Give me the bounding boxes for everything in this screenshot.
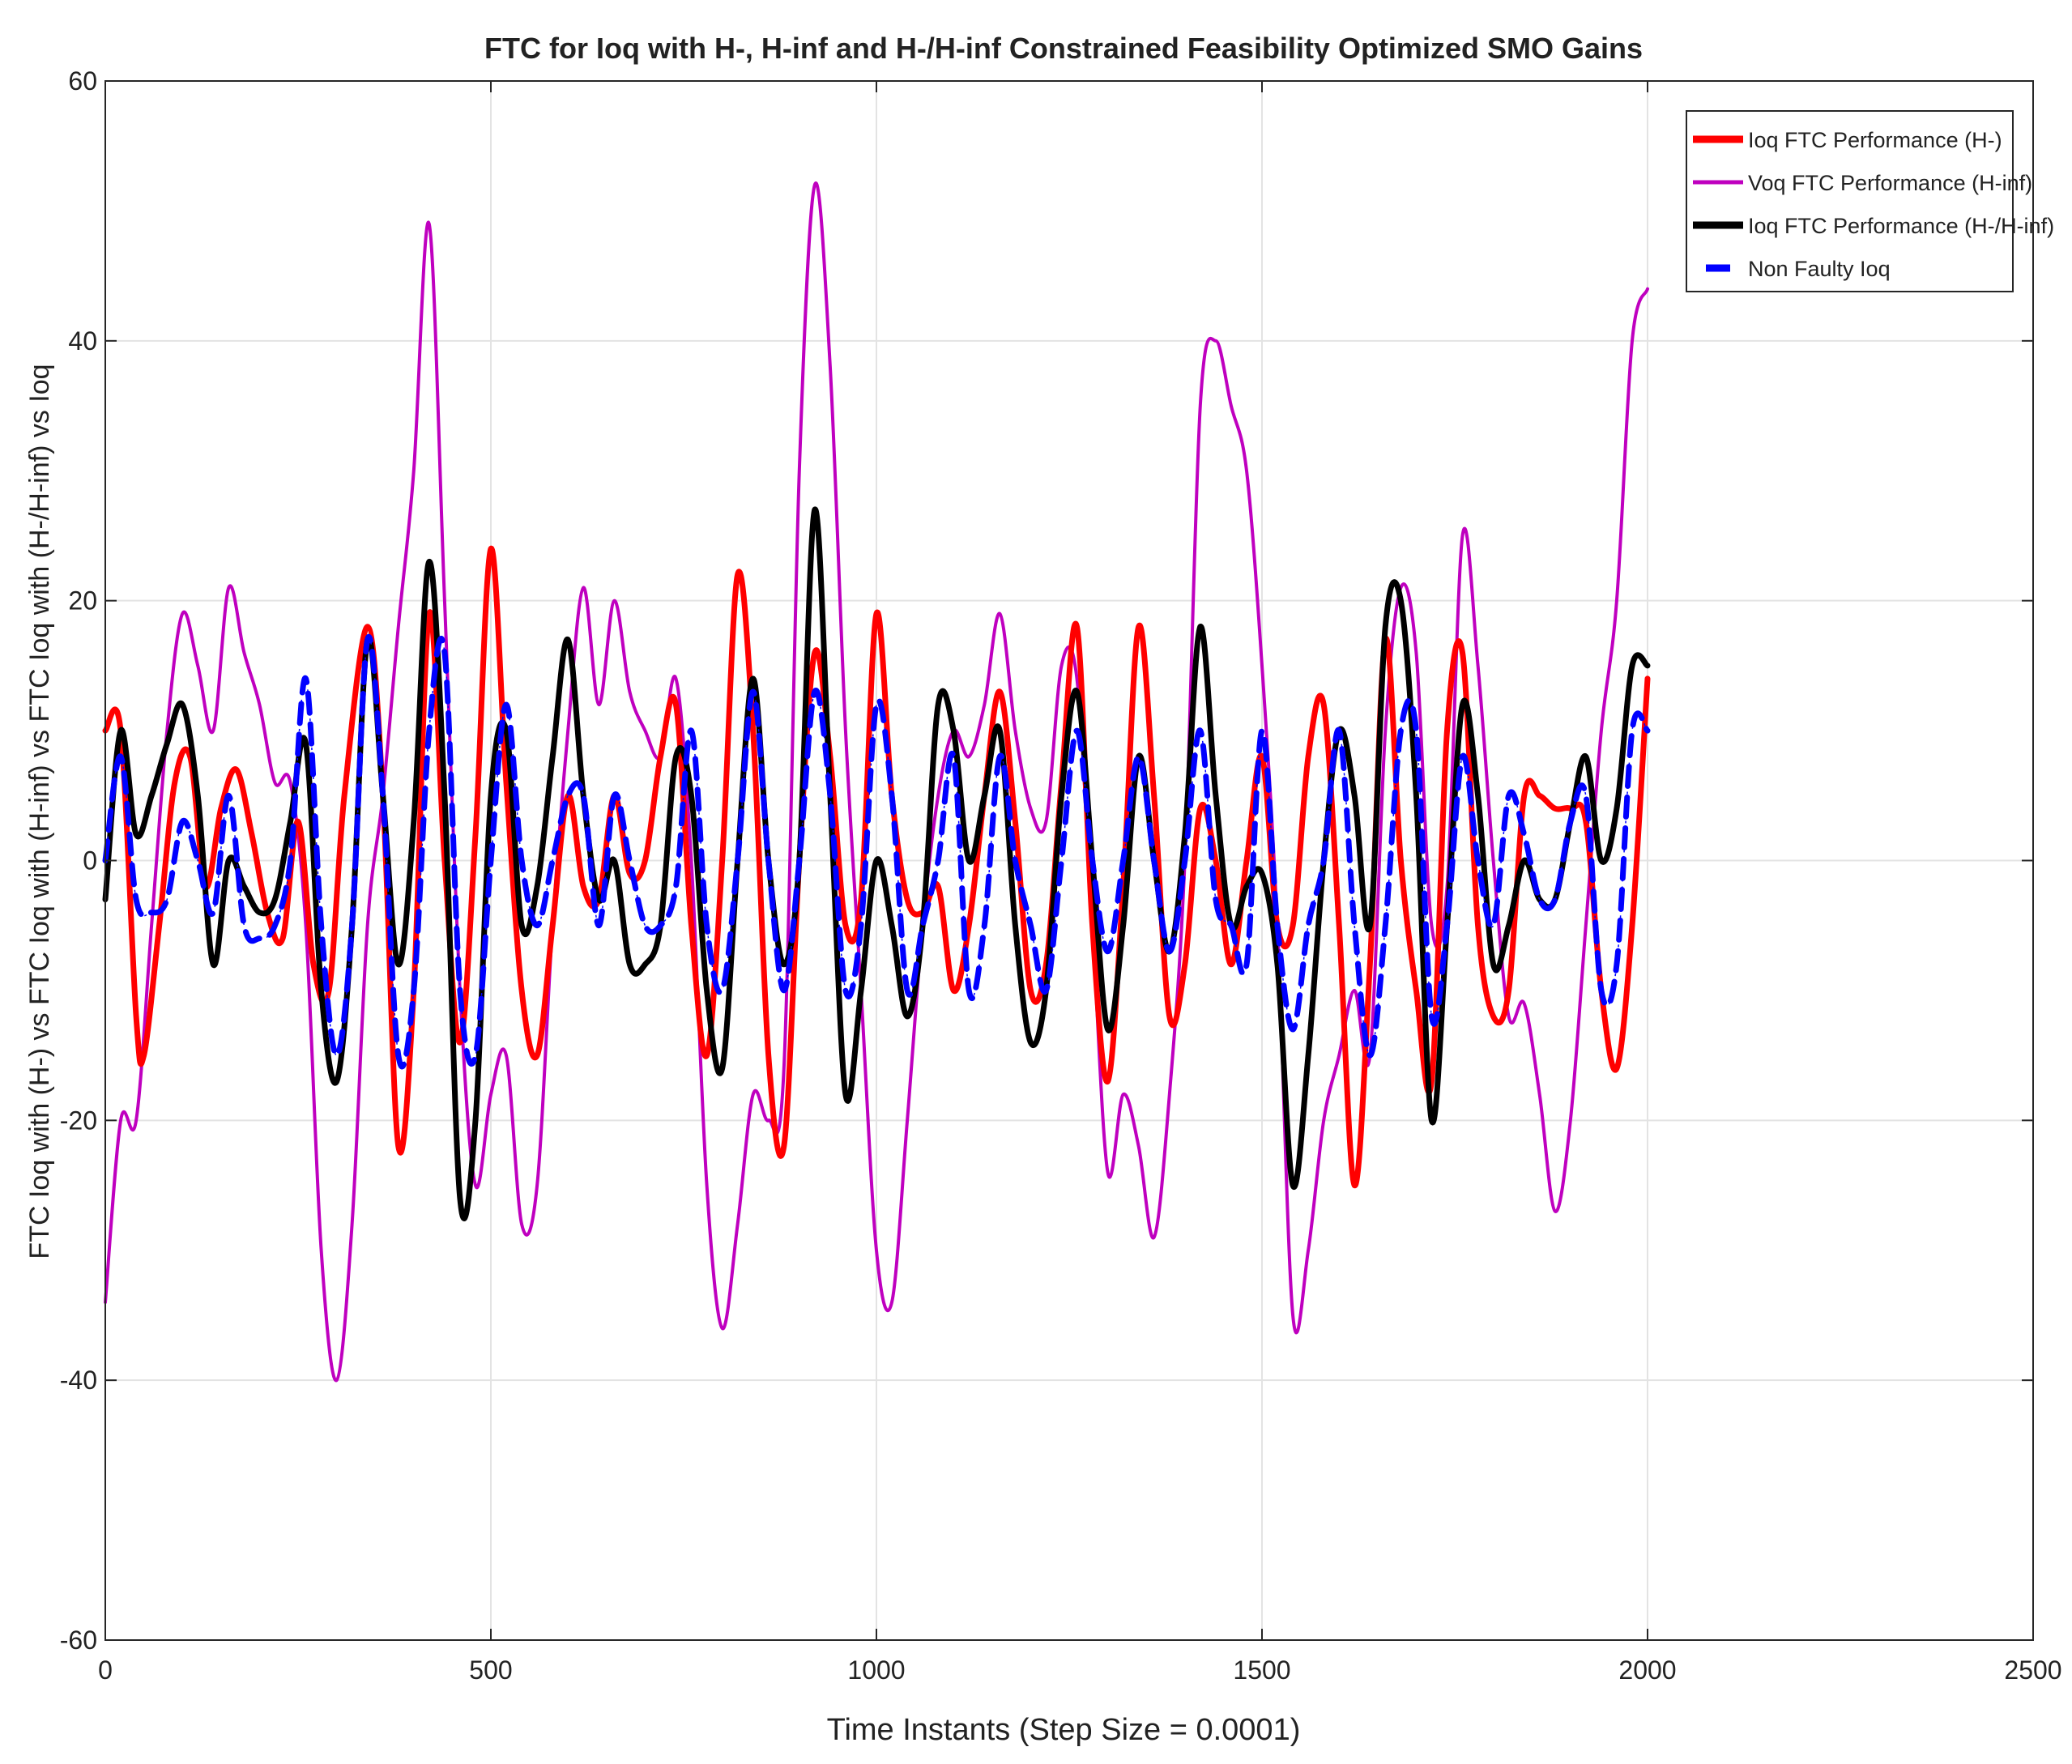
ticks: 0 500 1000 1500 2000 2500 -60 -40 -20 0 20 40 60 (60, 66, 2062, 1685)
legend-label-4: Non Faulty Ioq (1748, 257, 1891, 281)
series-lines (102, 181, 1651, 1383)
legend: Ioq FTC Performance (H-) Voq FTC Performa… (1686, 110, 2054, 292)
x-tick-label: 500 (469, 1655, 512, 1685)
y-tick-label: 60 (68, 66, 97, 96)
x-tick-label: 1000 (847, 1655, 905, 1685)
y-tick-label: 20 (68, 586, 97, 616)
chart-title: FTC for Ioq with H-, H-inf and H-/H-inf … (484, 32, 1643, 65)
x-tick-label: 0 (98, 1655, 113, 1685)
y-axis-label: FTC Ioq with (H-) vs FTC Ioq with (H-inf… (24, 364, 55, 1259)
y-tick-label: -20 (60, 1106, 97, 1135)
series-line-4-thin (104, 636, 1648, 1067)
y-tick-label: -60 (60, 1626, 97, 1655)
x-tick-label: 2000 (1618, 1655, 1676, 1685)
legend-label-2: Voq FTC Performance (H-inf) (1748, 171, 2032, 195)
legend-label-3: Ioq FTC Performance (H-/H-inf) (1748, 214, 2054, 238)
x-tick-label: 1500 (1233, 1655, 1290, 1685)
y-tick-label: 40 (68, 326, 97, 356)
x-axis-label: Time Instants (Step Size = 0.0001) (827, 1713, 1301, 1747)
x-tick-label: 2500 (2004, 1655, 2061, 1685)
y-tick-label: -40 (60, 1366, 97, 1395)
legend-label-1: Ioq FTC Performance (H-) (1748, 128, 2002, 152)
y-tick-label: 0 (83, 846, 97, 876)
